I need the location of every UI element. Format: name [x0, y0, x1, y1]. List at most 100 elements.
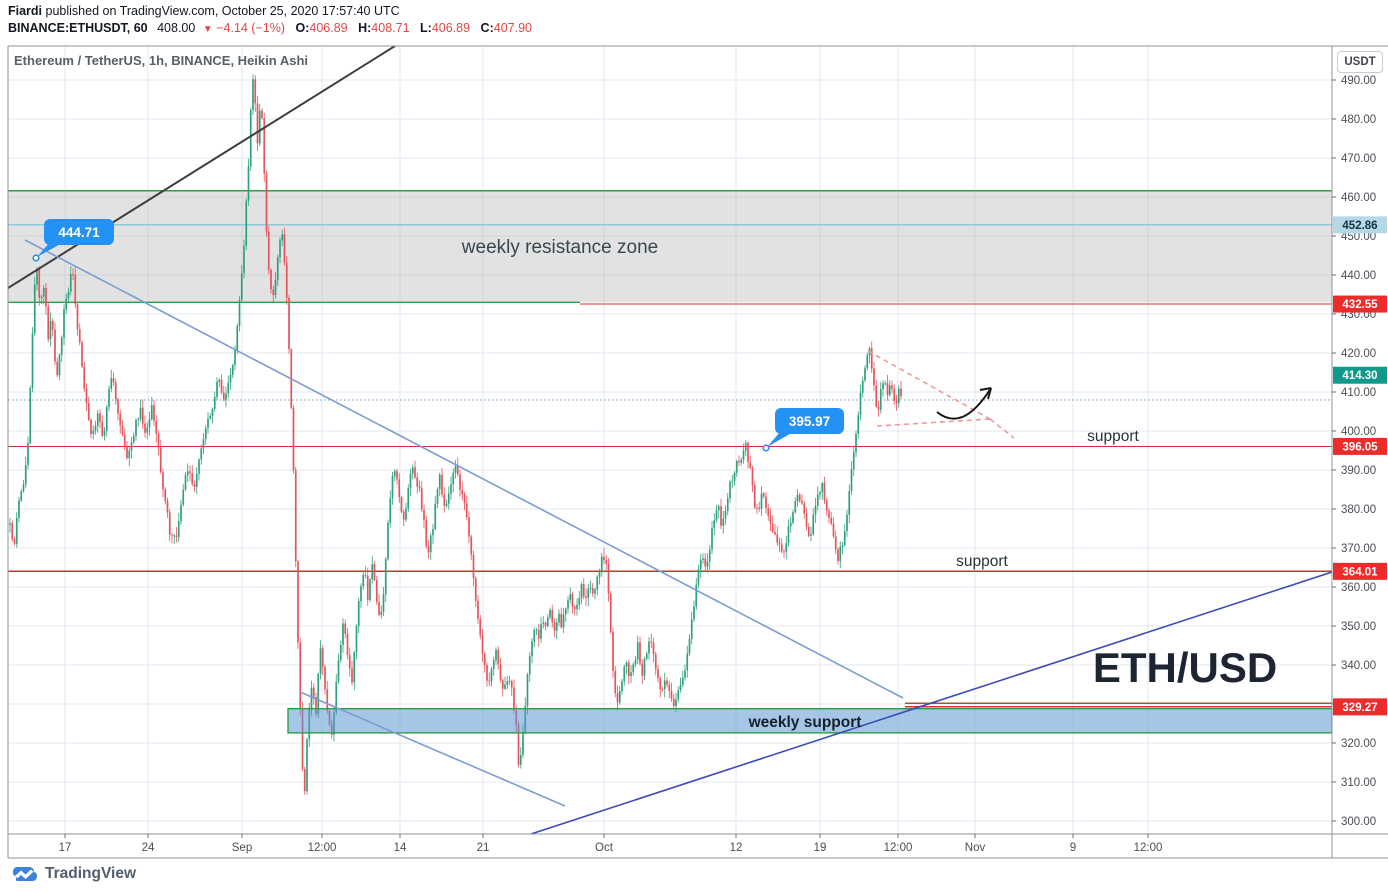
low-label: L:	[420, 21, 432, 35]
time-tick-label: 19	[814, 842, 827, 854]
author-name: Fiardi	[8, 4, 43, 18]
tradingview-attribution: TradingView	[12, 864, 136, 884]
price-tick-label: 340.00	[1341, 660, 1376, 672]
callout-balloon[interactable]	[775, 408, 844, 434]
price-tick-label: 480.00	[1341, 114, 1376, 126]
callout-tail	[37, 242, 64, 257]
time-tick-label: 24	[142, 842, 155, 854]
curved-up-arrow[interactable]	[936, 387, 992, 420]
price-tick-label: 450.00	[1341, 231, 1376, 243]
chip-bg	[1333, 216, 1387, 234]
close-label: C:	[480, 21, 494, 35]
price-tick-label: 400.00	[1341, 426, 1376, 438]
candles-down-wicks	[11, 75, 902, 795]
price-tick-label: 410.00	[1341, 387, 1376, 399]
pennant-dashed-line[interactable]	[876, 418, 991, 427]
chip-price-text: 396.05	[1342, 441, 1378, 453]
time-tick-label: 12:00	[884, 842, 913, 854]
byline: Fiardi published on TradingView.com, Oct…	[8, 4, 400, 18]
weekly-resistance-zone[interactable]	[8, 190, 1332, 303]
pennant-dashed-line[interactable]	[867, 350, 991, 420]
chip-price-text: 452.86	[1342, 220, 1377, 232]
chip-bg	[1333, 562, 1387, 580]
tradingview-brand-text[interactable]: TradingView	[45, 865, 137, 882]
candles-up-bodies	[9, 79, 900, 792]
pennant-dashed-line[interactable]	[989, 418, 1015, 439]
price-level-chip-329-27: 329.27	[1333, 698, 1387, 716]
price-tick-label: 300.00	[1341, 816, 1376, 828]
price-callout-395-97[interactable]: 395.97	[762, 408, 844, 452]
time-tick-label: Sep	[232, 842, 252, 854]
descending-channel-upper[interactable]	[24, 239, 904, 699]
close-value: 407.90	[493, 21, 532, 35]
time-tick-label: 12	[730, 842, 743, 854]
chip-price-text: 414.30	[1342, 370, 1377, 382]
last-price: 408.00	[157, 21, 196, 35]
price-tick-label: 360.00	[1341, 582, 1376, 594]
chip-price-text: 432.55	[1342, 299, 1378, 311]
gridlines	[8, 46, 1332, 834]
chip-price-text: 364.01	[1342, 566, 1378, 578]
callout-tail	[767, 431, 795, 447]
price-level-chip-452-86: 452.86	[1333, 216, 1387, 234]
plot-area[interactable]: weekly resistance zone support support week…	[8, 46, 1332, 834]
currency-toggle-button[interactable]: USDT	[1337, 51, 1383, 73]
chip-price-text: 329.27	[1342, 702, 1377, 714]
price-tick-label: 310.00	[1341, 777, 1376, 789]
time-tick-label: 9	[1070, 842, 1076, 854]
weekly-support-zone[interactable]	[287, 707, 1332, 734]
time-tick-label: Oct	[595, 842, 614, 854]
byline-text: published on TradingView.com, October 25…	[42, 4, 400, 18]
price-tick-label: 350.00	[1341, 621, 1376, 633]
time-tick-label: 12:00	[308, 842, 337, 854]
weekly-resistance-zone-label[interactable]: weekly resistance zone	[461, 237, 658, 258]
price-level-chip-396-05: 396.05	[1333, 437, 1387, 455]
chart-legend-title[interactable]: Ethereum / TetherUS, 1h, BINANCE, Heikin…	[14, 53, 308, 68]
callout-price-text: 444.71	[58, 225, 100, 240]
price-tick-label: 490.00	[1341, 75, 1376, 87]
time-tick-label: 17	[59, 842, 72, 854]
curved-up-arrow-head	[987, 387, 992, 400]
chip-bg	[1333, 698, 1387, 716]
price-tick-label: 320.00	[1341, 738, 1376, 750]
open-label: O:	[295, 21, 310, 35]
high-label: H:	[358, 21, 372, 35]
price-level-chip-364-01: 364.01	[1333, 562, 1387, 580]
symbol-interval: BINANCE:ETHUSDT, 60	[8, 21, 148, 35]
chip-bg	[1333, 295, 1387, 313]
eth-usd-label[interactable]: ETH/USD	[1093, 644, 1277, 691]
time-tick-label: 12:00	[1134, 842, 1163, 854]
callout-price-text: 395.97	[789, 414, 830, 429]
curved-up-arrow-head	[979, 387, 992, 391]
tradingview-logo-icon	[13, 867, 37, 881]
support-label-1[interactable]: support	[1087, 428, 1139, 445]
price-tick-label: 440.00	[1341, 270, 1376, 282]
down-arrow-icon: ▼	[202, 24, 213, 35]
symbol-status-line: BINANCE:ETHUSDT, 60 408.00 ▼ −4.14 (−1%)…	[8, 21, 532, 35]
callout-anchor-dot[interactable]	[32, 254, 40, 262]
price-change: −4.14 (−1%)	[216, 21, 285, 35]
chip-bg	[1333, 437, 1387, 455]
callout-anchor-dot[interactable]	[762, 444, 770, 452]
ascending-support-trendline[interactable]	[530, 571, 1332, 834]
price-tick-label: 390.00	[1341, 465, 1376, 477]
weekly-support-label[interactable]: weekly support	[748, 714, 862, 731]
black-rising-trendline[interactable]	[8, 46, 396, 289]
price-tick-label: 370.00	[1341, 543, 1376, 555]
open-value: 406.89	[309, 21, 348, 35]
time-tick-label: 21	[477, 842, 490, 854]
price-level-chip-414-30: 414.30	[1333, 366, 1387, 384]
support-label-2[interactable]: support	[956, 553, 1008, 570]
descending-channel-lower[interactable]	[299, 691, 566, 807]
price-callout-444-71[interactable]: 444.71	[32, 219, 114, 262]
callout-balloon[interactable]	[44, 219, 114, 245]
chip-bg	[1333, 366, 1387, 384]
price-tick-label: 460.00	[1341, 192, 1376, 204]
price-level-chip-432-55: 432.55	[1333, 295, 1387, 313]
candles-up-wicks	[9, 74, 900, 795]
price-tick-label: 420.00	[1341, 348, 1376, 360]
time-tick-label: Nov	[965, 842, 986, 854]
high-value: 408.71	[371, 21, 410, 35]
price-tick-label: 380.00	[1341, 504, 1376, 516]
